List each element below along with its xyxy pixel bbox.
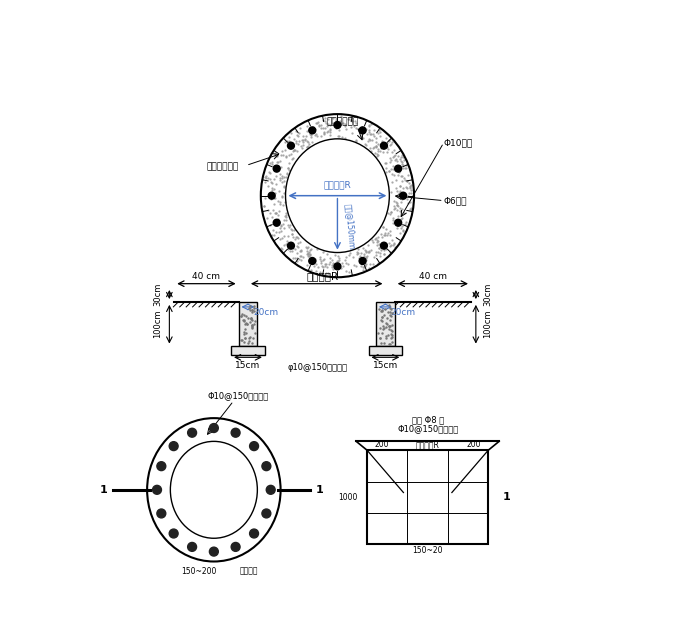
Text: 框基直径R: 框基直径R	[415, 440, 440, 449]
Circle shape	[157, 462, 166, 471]
Circle shape	[359, 127, 366, 134]
Circle shape	[399, 192, 406, 199]
Text: 1: 1	[503, 492, 511, 502]
Circle shape	[268, 192, 275, 199]
Circle shape	[309, 257, 316, 265]
Circle shape	[273, 165, 280, 172]
Circle shape	[359, 257, 366, 265]
Text: 1: 1	[315, 485, 323, 495]
Circle shape	[395, 220, 401, 226]
Circle shape	[262, 509, 271, 518]
Text: 30cm: 30cm	[153, 283, 162, 306]
Circle shape	[334, 263, 341, 270]
Text: 锁口外轮廓线: 锁口外轮廓线	[206, 162, 238, 171]
Text: 200: 200	[374, 440, 389, 449]
Bar	[238, 302, 257, 347]
Circle shape	[187, 428, 197, 437]
Circle shape	[273, 220, 280, 226]
Text: 桶径尺寸: 桶径尺寸	[239, 567, 258, 576]
Text: 100cm: 100cm	[153, 310, 162, 338]
Text: 15cm: 15cm	[236, 361, 261, 370]
Circle shape	[381, 143, 388, 149]
Text: 间距@150mm: 间距@150mm	[344, 204, 356, 250]
Text: Φ10@150均匀布置: Φ10@150均匀布置	[397, 424, 459, 433]
Circle shape	[169, 442, 178, 451]
Circle shape	[169, 529, 178, 538]
Text: 40 cm: 40 cm	[419, 272, 447, 281]
Bar	[369, 347, 402, 355]
Text: 30cm: 30cm	[483, 283, 492, 306]
Text: φ10@150均匀布置: φ10@150均匀布置	[288, 363, 348, 372]
Text: 1: 1	[100, 485, 107, 495]
Circle shape	[395, 165, 401, 172]
Circle shape	[231, 542, 240, 551]
Circle shape	[209, 424, 218, 433]
Circle shape	[266, 485, 275, 494]
Bar	[231, 347, 265, 355]
Circle shape	[250, 442, 259, 451]
Circle shape	[157, 509, 166, 518]
Text: Φ10@150均匀布置: Φ10@150均匀布置	[208, 392, 269, 401]
Circle shape	[209, 547, 218, 556]
Circle shape	[381, 242, 388, 249]
Text: 护壁内轮廓线: 护壁内轮廓线	[326, 117, 358, 126]
Text: 20cm: 20cm	[253, 308, 278, 317]
Circle shape	[231, 428, 240, 437]
Circle shape	[187, 542, 197, 551]
Text: 桩基直径R: 桩基直径R	[307, 271, 339, 281]
Circle shape	[262, 462, 271, 471]
Text: 纵筋 Φ8 图: 纵筋 Φ8 图	[411, 415, 444, 424]
Text: 1000: 1000	[338, 492, 358, 502]
Circle shape	[153, 485, 162, 494]
Text: Φ6圈筋: Φ6圈筋	[444, 196, 467, 205]
Circle shape	[287, 143, 294, 149]
Circle shape	[334, 121, 341, 128]
Bar	[367, 450, 488, 544]
Circle shape	[287, 242, 294, 249]
Text: 150~20: 150~20	[413, 546, 443, 555]
Text: 150~200: 150~200	[181, 567, 217, 576]
Text: 15cm: 15cm	[373, 361, 398, 370]
Text: Φ10主筋: Φ10主筋	[444, 138, 473, 147]
Text: 100cm: 100cm	[483, 310, 492, 338]
Circle shape	[250, 529, 259, 538]
Bar	[376, 302, 395, 347]
Circle shape	[309, 127, 316, 134]
Text: 20cm: 20cm	[390, 308, 415, 317]
Text: 40 cm: 40 cm	[192, 272, 220, 281]
Text: 200: 200	[466, 440, 481, 449]
Text: 框基直径R: 框基直径R	[323, 181, 351, 190]
